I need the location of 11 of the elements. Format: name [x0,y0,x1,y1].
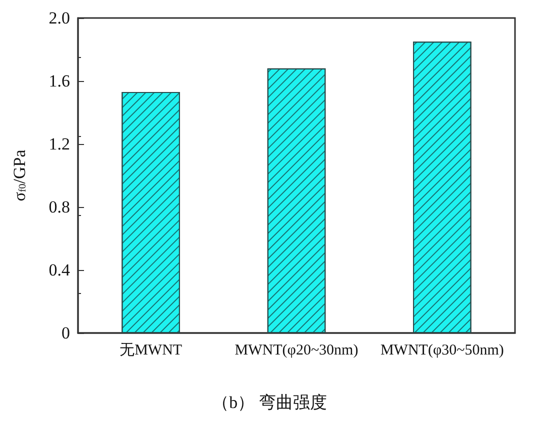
y-tick-label: 0.4 [48,260,70,280]
x-tick-label: MWNT(φ20~30nm) [234,342,358,358]
y-tick-label: 1.6 [48,72,70,90]
y-tick-label: 0 [62,324,70,342]
y-tick-label: 1.2 [48,134,70,154]
y-tick-label: 2.0 [48,8,70,28]
x-tick-label: MWNT(φ30~50nm) [380,342,504,358]
y-tick-label: 0.8 [48,198,70,216]
text: （b） 弯曲强度 [212,393,327,412]
y-axis-title: σf0/GPa [10,149,29,202]
x-tick-label: 无MWNT [120,342,182,358]
